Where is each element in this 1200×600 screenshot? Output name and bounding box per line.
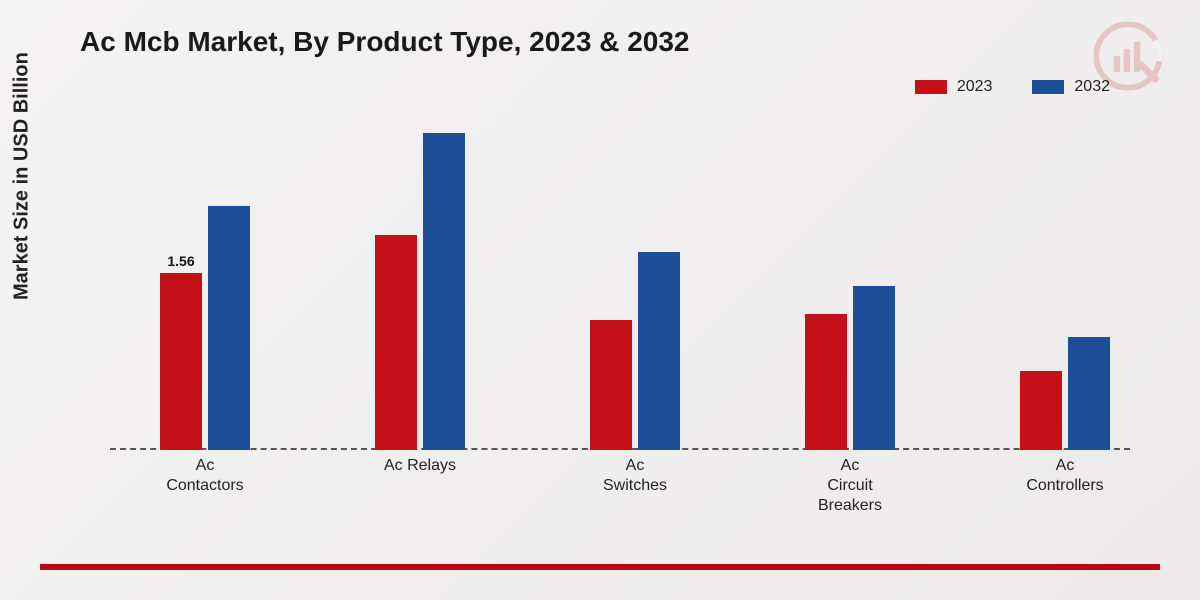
legend-swatch: [1032, 80, 1064, 94]
legend-label: 2032: [1074, 78, 1110, 96]
bar: [853, 286, 895, 450]
bar: [638, 252, 680, 450]
x-axis-labels: Ac Contactors Ac Relays Ac Switches Ac Circ…: [110, 456, 1130, 516]
y-axis-label: Market Size in USD Billion: [11, 52, 34, 300]
bar: [1068, 337, 1110, 450]
footer-accent-bar: [40, 564, 1160, 570]
bar: [805, 314, 847, 450]
bar-value-label: 1.56: [167, 253, 194, 269]
legend: 2023 2032: [915, 78, 1110, 96]
chart-stage: Ac Mcb Market, By Product Type, 2023 & 2…: [0, 0, 1200, 600]
bar: [590, 320, 632, 450]
bar: [375, 235, 417, 450]
x-tick-label: Ac Contactors: [166, 456, 243, 496]
chart-title: Ac Mcb Market, By Product Type, 2023 & 2…: [80, 26, 690, 58]
bar-group: [160, 206, 250, 450]
x-tick-label: Ac Controllers: [1026, 456, 1103, 496]
plot-area: 1.56: [110, 110, 1130, 450]
legend-label: 2023: [957, 78, 993, 96]
bar-group: [1020, 337, 1110, 450]
x-tick-label: Ac Circuit Breakers: [818, 456, 882, 516]
legend-item: 2023: [915, 78, 993, 96]
bar: [1020, 371, 1062, 450]
legend-item: 2032: [1032, 78, 1110, 96]
bar: [423, 133, 465, 450]
bar-group: [590, 252, 680, 450]
bar: [208, 206, 250, 450]
legend-swatch: [915, 80, 947, 94]
bar-group: [375, 133, 465, 450]
x-tick-label: Ac Relays: [384, 456, 456, 476]
bar: [160, 273, 202, 450]
bar-group: [805, 286, 895, 450]
x-tick-label: Ac Switches: [603, 456, 667, 496]
